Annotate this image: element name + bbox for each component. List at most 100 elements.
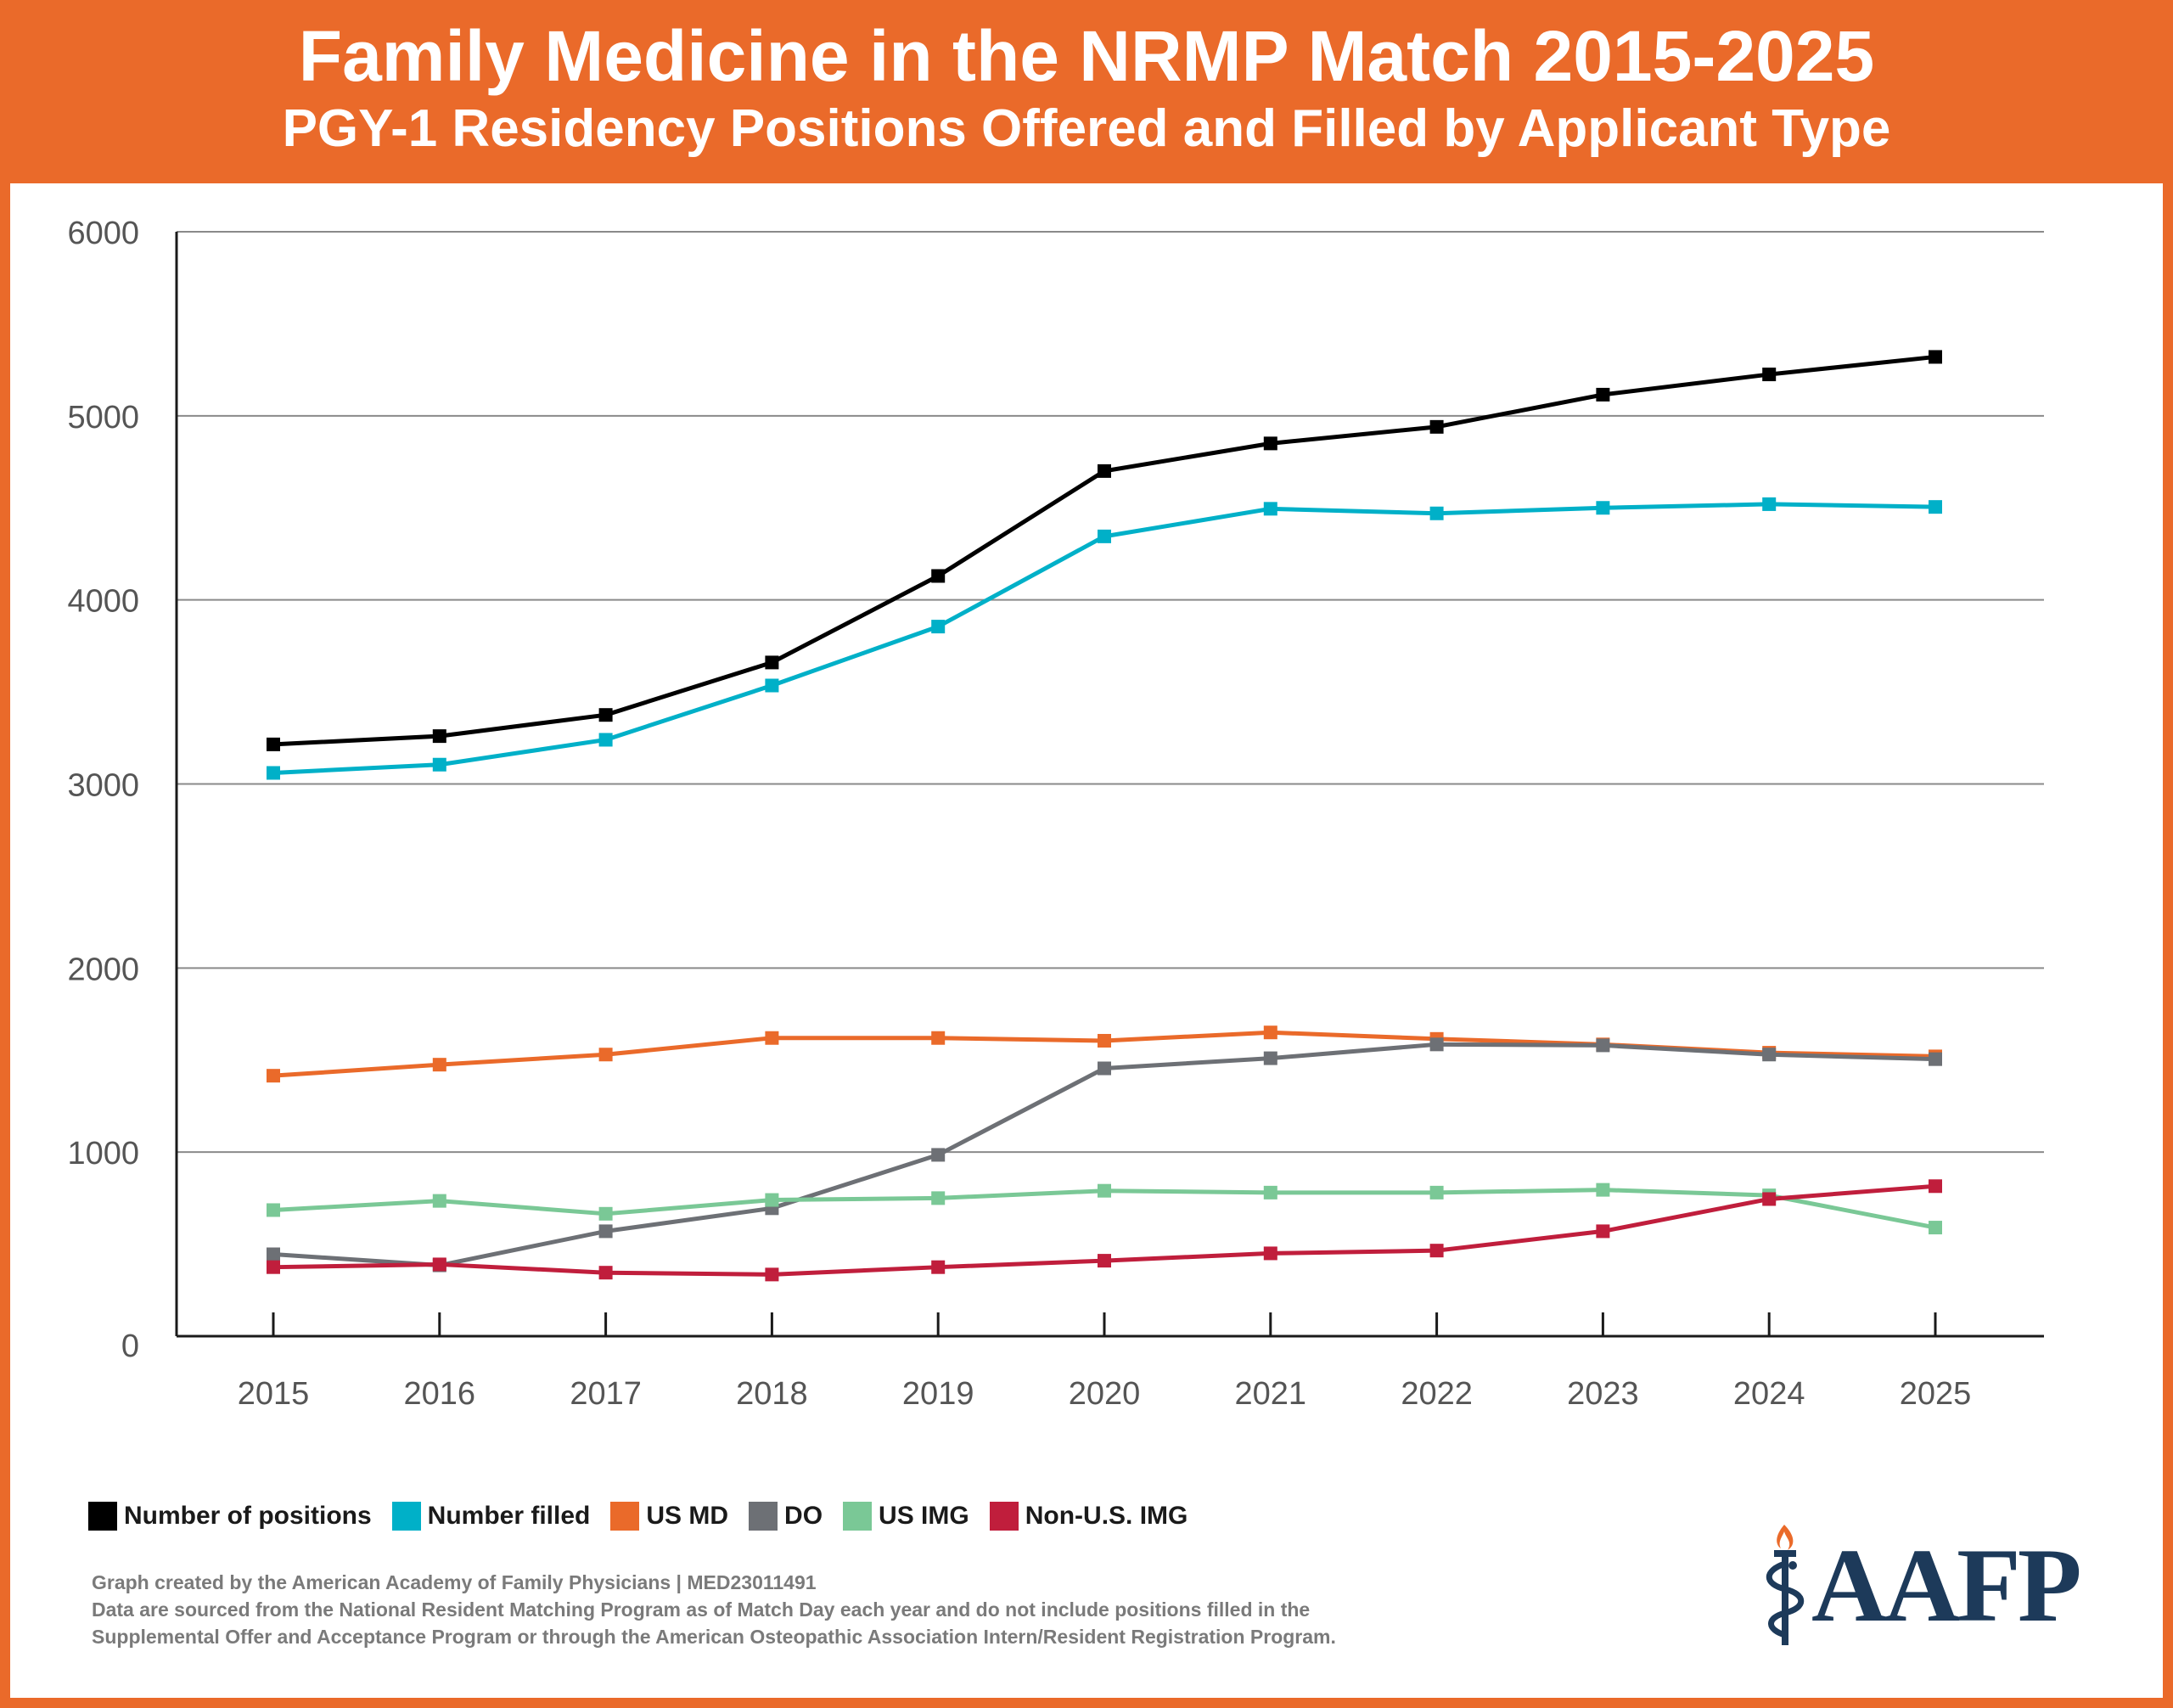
x-tick-label-2015: 2015: [238, 1376, 310, 1412]
legend-item-non-u-s-img: Non-U.S. IMG: [989, 1502, 1188, 1531]
footnote-line-2: Data are sourced from the National Resid…: [92, 1598, 1311, 1621]
point-number-filled-2015: [267, 766, 280, 780]
point-non-u-s-img-2016: [432, 1257, 446, 1272]
point-us-img-2019: [931, 1191, 946, 1205]
point-us-img-2022: [1429, 1185, 1444, 1200]
point-non-u-s-img-2015: [267, 1260, 280, 1274]
point-non-u-s-img-2019: [931, 1260, 946, 1274]
x-tick-label-2020: 2020: [1069, 1376, 1141, 1412]
y-tick-label-6000: 6000: [67, 216, 139, 251]
point-us-img-2018: [765, 1193, 779, 1207]
point-non-u-s-img-2021: [1263, 1246, 1277, 1261]
legend-swatch-us-md: [610, 1502, 640, 1531]
series-line-do: [272, 1042, 1936, 1268]
x-tick-label-2023: 2023: [1567, 1376, 1639, 1412]
y-tick-label-3000: 3000: [67, 768, 139, 804]
legend-swatch-do: [749, 1502, 778, 1531]
point-do-2022: [1429, 1037, 1444, 1052]
point-us-md-2018: [765, 1031, 779, 1045]
point-non-u-s-img-2023: [1596, 1224, 1610, 1239]
legend-item-number-filled: Number filled: [391, 1502, 591, 1531]
point-us-img-2021: [1263, 1185, 1277, 1200]
point-do-2021: [1263, 1051, 1277, 1065]
chart-title: Family Medicine in the NRMP Match 2015-2…: [298, 16, 1875, 96]
chart-legend: Number of positions Number filled US MD DO U…: [88, 1496, 1208, 1537]
chart-subtitle: PGY-1 Residency Positions Offered and Fi…: [282, 99, 1891, 158]
point-us-img-2025: [1929, 1221, 1942, 1235]
point-do-2017: [598, 1224, 613, 1239]
y-tick-label-2000: 2000: [67, 952, 139, 987]
legend-label-number-filled: Number filled: [427, 1502, 591, 1530]
legend-item-us-img: US IMG: [843, 1502, 969, 1531]
point-number-of-positions-2023: [1596, 387, 1610, 402]
y-tick-label-0: 0: [121, 1329, 139, 1364]
legend-label-non-u-s-img: Non-U.S. IMG: [1025, 1502, 1188, 1530]
point-us-md-2021: [1263, 1025, 1277, 1040]
point-number-filled-2022: [1429, 506, 1444, 520]
x-tick-label-2019: 2019: [902, 1376, 974, 1412]
legend-label-us-md: US MD: [646, 1502, 729, 1530]
legend-swatch-number-filled: [391, 1502, 421, 1531]
point-do-2024: [1762, 1048, 1777, 1062]
point-non-u-s-img-2022: [1429, 1244, 1444, 1258]
point-do-2020: [1098, 1061, 1111, 1076]
point-number-of-positions-2024: [1762, 368, 1777, 382]
point-non-u-s-img-2024: [1762, 1192, 1777, 1206]
line-chart: 0 1000 2000 3000 4000 5000 6000 2015 2016 2017 201…: [67, 216, 2044, 1412]
footnote-line-1: Graph created by the American Academy of…: [92, 1571, 817, 1593]
point-number-of-positions-2020: [1098, 464, 1111, 478]
y-tick-label-5000: 5000: [67, 400, 139, 435]
point-number-filled-2023: [1596, 501, 1610, 515]
point-number-filled-2016: [432, 757, 446, 772]
point-number-of-positions-2015: [267, 737, 280, 751]
legend-label-us-img: US IMG: [879, 1502, 969, 1530]
point-number-of-positions-2018: [765, 655, 779, 670]
point-number-filled-2024: [1762, 497, 1777, 511]
point-non-u-s-img-2018: [765, 1267, 779, 1282]
legend-item-number-of-positions: Number of positions: [88, 1502, 372, 1531]
point-us-img-2016: [432, 1194, 446, 1208]
point-us-img-2015: [267, 1203, 280, 1217]
point-non-u-s-img-2020: [1098, 1254, 1111, 1268]
point-do-2015: [267, 1247, 280, 1261]
point-us-img-2020: [1098, 1183, 1111, 1198]
y-tick-label-1000: 1000: [67, 1136, 139, 1171]
point-number-of-positions-2019: [931, 569, 946, 583]
point-number-filled-2021: [1263, 502, 1277, 516]
point-number-filled-2025: [1929, 500, 1942, 514]
point-do-2023: [1596, 1038, 1610, 1053]
x-tick-label-2018: 2018: [736, 1376, 808, 1412]
point-number-filled-2019: [931, 620, 946, 634]
point-us-md-2020: [1098, 1033, 1111, 1048]
y-tick-label-4000: 4000: [67, 584, 139, 620]
point-non-u-s-img-2025: [1929, 1179, 1942, 1194]
aafp-logo: AAFP: [1755, 1521, 2095, 1649]
header-banner: Family Medicine in the NRMP Match 2015-2…: [0, 0, 2173, 183]
footnote-line-3: Supplemental Offer and Acceptance Progra…: [92, 1626, 1336, 1648]
point-us-img-2023: [1596, 1183, 1610, 1197]
legend-label-do: DO: [784, 1502, 823, 1530]
point-non-u-s-img-2017: [598, 1266, 613, 1280]
legend-swatch-us-img: [843, 1502, 873, 1531]
x-tick-label-2025: 2025: [1900, 1376, 1972, 1412]
point-number-filled-2020: [1098, 529, 1111, 543]
point-number-of-positions-2017: [598, 708, 613, 722]
legend-swatch-number-of-positions: [88, 1502, 117, 1531]
point-us-md-2015: [267, 1069, 280, 1083]
legend-item-do: DO: [749, 1502, 823, 1531]
legend-item-us-md: US MD: [610, 1502, 728, 1531]
torch-icon: [1766, 1525, 1805, 1645]
point-number-of-positions-2016: [432, 729, 446, 744]
point-number-of-positions-2025: [1929, 350, 1942, 364]
point-number-filled-2017: [598, 733, 613, 747]
point-number-of-positions-2021: [1263, 436, 1277, 451]
x-tick-label-2017: 2017: [570, 1376, 642, 1412]
x-tick-label-2016: 2016: [404, 1376, 476, 1412]
point-us-md-2019: [931, 1031, 946, 1045]
point-us-img-2017: [598, 1206, 613, 1221]
x-tick-label-2024: 2024: [1733, 1376, 1805, 1412]
point-number-of-positions-2022: [1429, 419, 1444, 434]
legend-label-number-of-positions: Number of positions: [124, 1502, 372, 1530]
point-number-filled-2018: [765, 678, 779, 693]
